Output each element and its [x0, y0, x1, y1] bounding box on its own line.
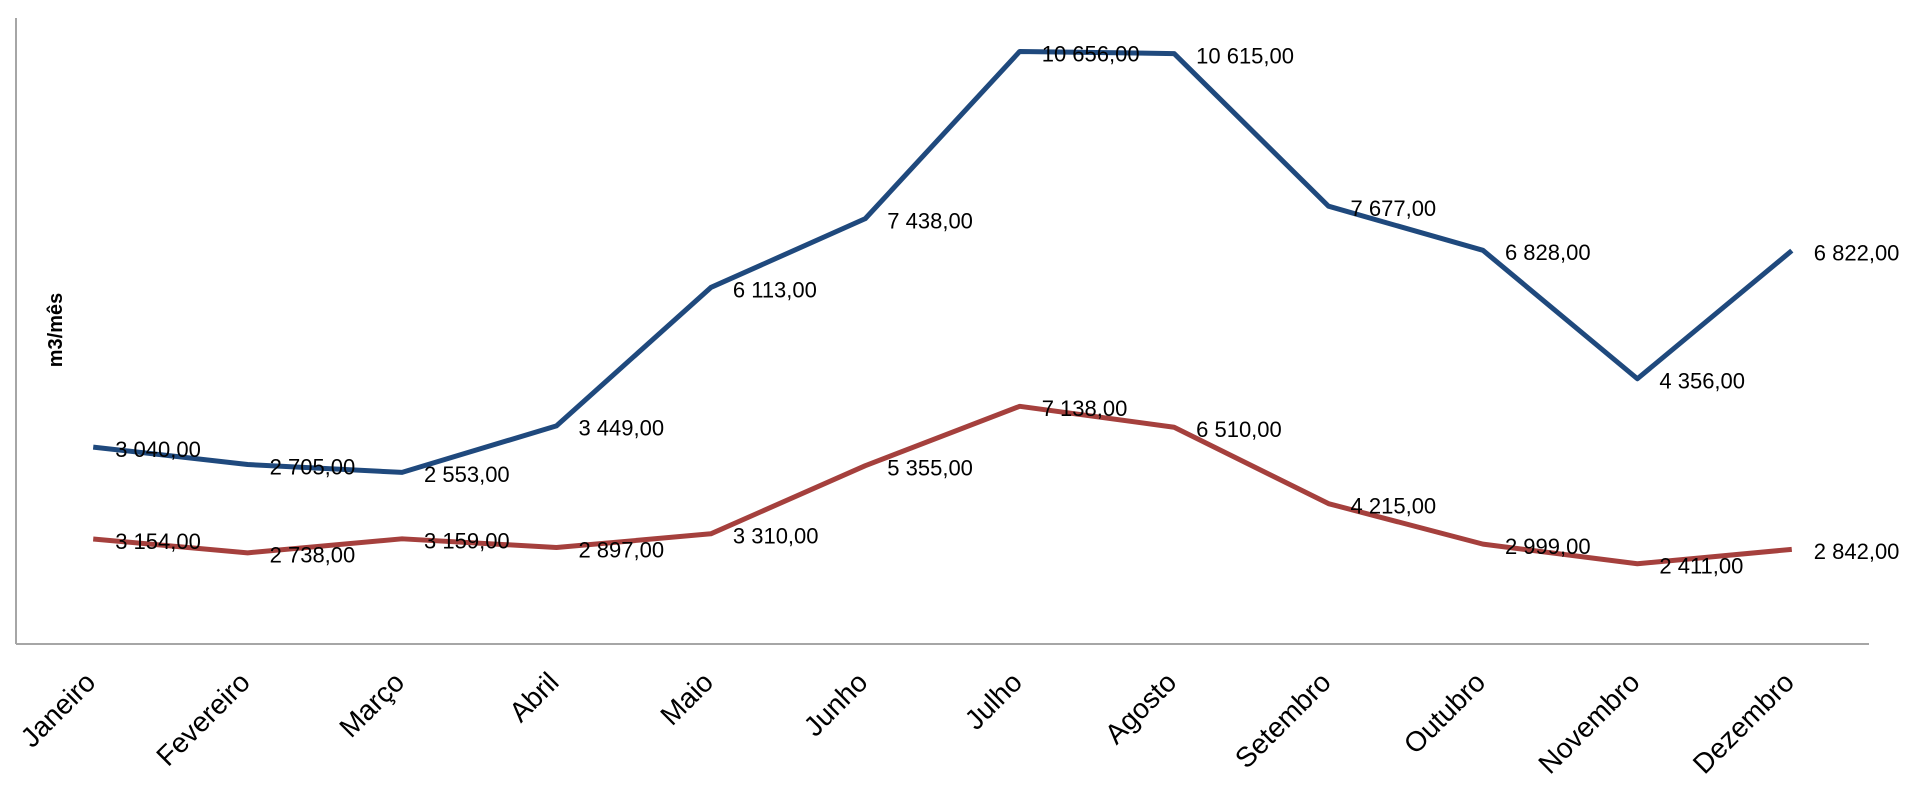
x-tick-label: Novembro — [1532, 666, 1645, 779]
data-label: 2 411,00 — [1659, 554, 1743, 579]
data-label: 3 040,00 — [115, 437, 201, 462]
y-axis-label: m3/mês — [45, 293, 67, 368]
x-tick-label: Julho — [959, 666, 1028, 735]
x-tick-label: Dezembro — [1687, 666, 1800, 779]
x-tick-label: Setembro — [1229, 666, 1337, 774]
data-label: 4 356,00 — [1659, 369, 1745, 394]
x-tick-label: Agosto — [1099, 666, 1183, 750]
data-label: 2 553,00 — [424, 462, 510, 487]
x-tick-label: Abril — [503, 666, 565, 728]
data-label: 6 113,00 — [733, 277, 817, 302]
line — [92, 48, 1794, 475]
data-label: 7 677,00 — [1351, 196, 1437, 221]
line — [92, 403, 1793, 567]
data-label: 3 449,00 — [578, 416, 664, 441]
x-tick-label: Outubro — [1398, 666, 1491, 759]
data-label: 6 510,00 — [1196, 417, 1282, 442]
data-label: 2 705,00 — [270, 454, 356, 479]
data-label: 6 822,00 — [1814, 240, 1900, 265]
data-label: 6 828,00 — [1505, 240, 1591, 265]
data-label: 7 438,00 — [887, 208, 973, 233]
x-tick-label: Janeiro — [15, 666, 102, 753]
data-label: 10 656,00 — [1042, 41, 1140, 66]
data-label: 10 615,00 — [1196, 43, 1294, 68]
data-label: 5 355,00 — [887, 456, 973, 481]
x-tick-label: Março — [333, 666, 410, 743]
data-label: 2 897,00 — [578, 537, 664, 562]
data-label: 3 154,00 — [115, 529, 201, 554]
data-label: 2 738,00 — [270, 543, 356, 568]
x-tick-label: Fevereiro — [150, 666, 256, 772]
data-label: 2 842,00 — [1814, 539, 1900, 564]
data-label: 3 310,00 — [733, 524, 819, 549]
data-label: 4 215,00 — [1351, 493, 1437, 518]
data-label: 7 138,00 — [1042, 396, 1128, 421]
data-label: 2 999,00 — [1505, 534, 1591, 559]
x-tick-label: Junho — [798, 666, 874, 742]
data-label: 3 159,00 — [424, 529, 510, 554]
x-tick-label: Maio — [654, 666, 719, 731]
